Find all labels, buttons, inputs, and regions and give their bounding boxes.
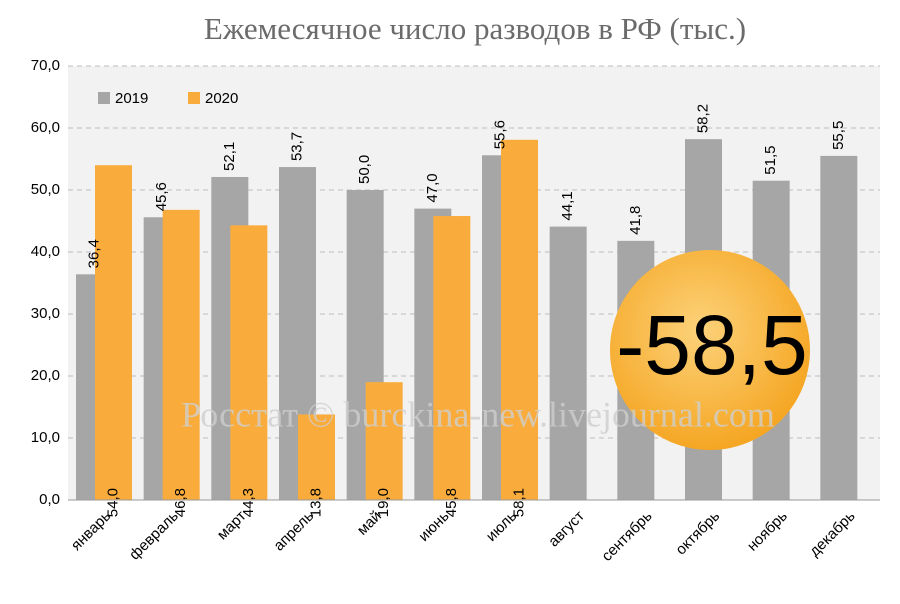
legend-swatch [98, 92, 110, 104]
watermark: Росстат © burckina-new.livejournal.com [181, 394, 775, 434]
bar [95, 165, 132, 500]
bar [820, 155, 858, 500]
x-tick-label: сентябрь [598, 507, 655, 564]
chart-title: Ежемесячное число разводов в РФ (тыс.) [204, 11, 746, 46]
x-tick-label: декабрь [806, 507, 859, 560]
data-label: 54,0 [104, 488, 121, 517]
legend-label: 2020 [205, 90, 238, 107]
bar [230, 225, 268, 500]
bar [298, 414, 335, 500]
data-label: 50,0 [356, 155, 373, 184]
y-tick-label: 40,0 [31, 243, 60, 260]
data-label: 45,8 [443, 488, 460, 517]
y-tick-label: 10,0 [31, 429, 60, 446]
x-tick-label: ноябрь [744, 507, 791, 554]
bar [549, 226, 587, 500]
data-label: 45,6 [153, 182, 170, 211]
data-label: 44,3 [240, 488, 257, 517]
data-label: 58,1 [510, 488, 527, 517]
bar [433, 216, 471, 501]
data-label: 13,8 [307, 488, 324, 517]
highlight-circle [610, 250, 810, 450]
data-label: 46,8 [172, 488, 189, 517]
data-label: 36,4 [85, 239, 102, 268]
legend-label: 2019 [115, 90, 148, 107]
data-label: 55,6 [491, 120, 508, 149]
y-tick-label: 70,0 [31, 57, 60, 74]
data-label: 51,5 [762, 145, 779, 174]
data-label: 41,8 [627, 206, 644, 235]
data-label: 19,0 [375, 488, 392, 517]
legend-swatch [188, 92, 200, 104]
x-tick-label: февраль [126, 507, 182, 563]
bar [501, 139, 538, 500]
data-label: 55,5 [830, 121, 847, 150]
annotation: -58,5 [616, 298, 807, 392]
x-tick-label: октябрь [672, 507, 723, 558]
data-label: 58,2 [694, 104, 711, 133]
data-label: 52,1 [221, 142, 238, 171]
y-tick-label: 0,0 [39, 491, 60, 508]
data-label: 44,1 [559, 191, 576, 220]
y-tick-label: 20,0 [31, 367, 60, 384]
data-label: 47,0 [424, 173, 441, 202]
y-tick-label: 30,0 [31, 305, 60, 322]
bar [365, 382, 403, 500]
y-tick-label: 50,0 [31, 181, 60, 198]
x-tick-label: апрель [270, 507, 317, 554]
data-label: 53,7 [288, 132, 305, 161]
x-tick-label: январь [68, 507, 115, 554]
bar [162, 209, 200, 500]
x-tick-label: август [545, 508, 588, 551]
y-tick-label: 60,0 [31, 119, 60, 136]
